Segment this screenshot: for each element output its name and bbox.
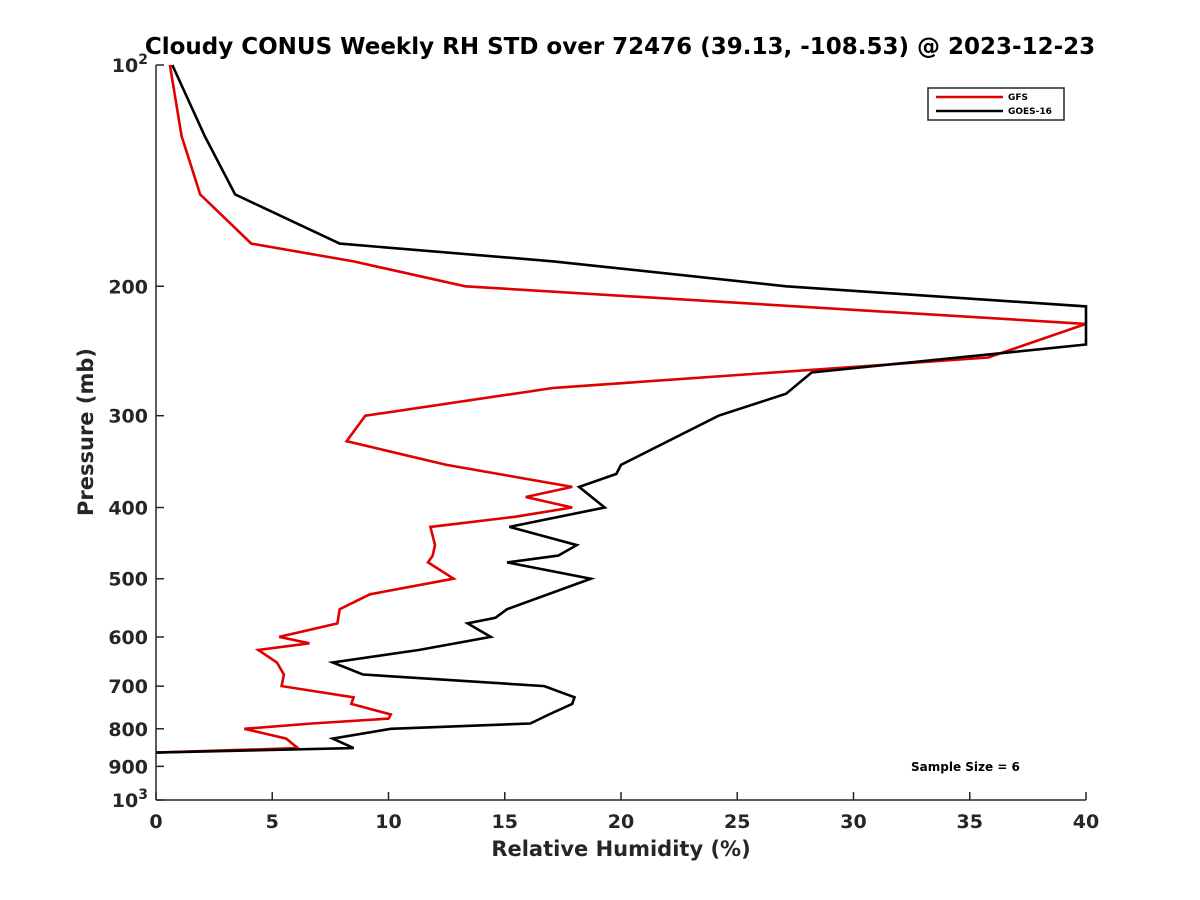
x-tick-label: 35 (957, 811, 983, 833)
series-layer (155, 64, 1088, 754)
legend: GFS GOES-16 (927, 87, 1065, 121)
y-tick-label: 103 (112, 787, 148, 812)
x-axis-label: Relative Humidity (%) (491, 837, 750, 861)
y-tick-label: 400 (108, 498, 148, 520)
x-tick-label: 10 (375, 811, 401, 833)
series-line-gfs (155, 64, 1087, 754)
y-tick-label: 800 (108, 719, 148, 741)
y-tick-label: 900 (108, 756, 148, 778)
sample-size-annotation: Sample Size = 6 (911, 760, 1020, 774)
x-tick-label: 20 (608, 811, 634, 833)
plot-area (156, 65, 1086, 800)
y-ticks: 102 200 300 400 500 600 700 800 900 103 (108, 52, 164, 812)
legend-box (927, 87, 1065, 121)
legend-label-gfs: GFS (1008, 93, 1028, 103)
x-ticks: 0 5 10 15 20 25 30 35 40 (149, 792, 1099, 833)
x-tick-label: 30 (840, 811, 866, 833)
series-line-goes16 (155, 64, 1088, 754)
y-axis-label: Pressure (mb) (74, 348, 98, 516)
y-tick-label: 200 (108, 276, 148, 298)
y-tick-label: 600 (108, 627, 148, 649)
x-tick-label: 15 (492, 811, 518, 833)
x-tick-label: 5 (266, 811, 279, 833)
y-tick-label: 300 (108, 406, 148, 428)
x-tick-label: 40 (1073, 811, 1099, 833)
y-tick-label: 500 (108, 569, 148, 591)
chart-title: Cloudy CONUS Weekly RH STD over 72476 (3… (145, 34, 1095, 60)
y-tick-label: 700 (108, 676, 148, 698)
x-tick-label: 25 (724, 811, 750, 833)
x-tick-label: 0 (149, 811, 162, 833)
legend-label-goes16: GOES-16 (1008, 107, 1052, 117)
y-tick-label: 102 (112, 52, 148, 77)
